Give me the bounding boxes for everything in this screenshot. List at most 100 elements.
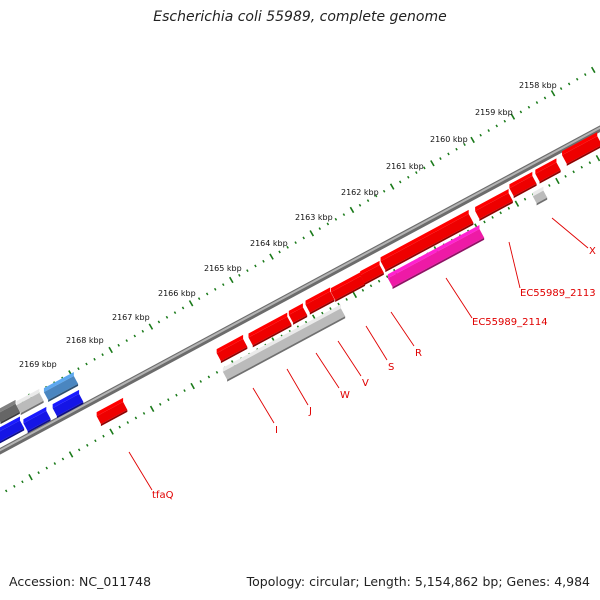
scale-tick [197, 297, 201, 301]
scale-tick [77, 448, 81, 452]
scale-tick [361, 288, 365, 292]
scale-tick [523, 197, 527, 201]
gene-block [305, 287, 335, 315]
scale-tick [68, 451, 74, 458]
gene-block [52, 389, 84, 419]
gene-label-leaders [128, 217, 589, 491]
scale-tick [349, 206, 355, 214]
gene-block [96, 397, 128, 427]
scale-tick [382, 189, 386, 193]
label-leader-line [508, 241, 521, 289]
scale-tick [377, 279, 381, 283]
scale-tick [318, 227, 322, 231]
scale-tick [142, 411, 146, 415]
scale-tick [398, 180, 402, 184]
gene-block [216, 334, 248, 364]
scale-tick [262, 259, 265, 263]
scale-tick [514, 200, 520, 207]
scale-tick [369, 284, 373, 288]
scale-tick [117, 343, 120, 347]
scale-tick [548, 184, 551, 187]
scale-label: 2158 kbp [519, 81, 557, 90]
scale-tick [483, 220, 486, 224]
gene-block [23, 406, 51, 434]
scale-tick [133, 334, 137, 338]
scale-tick [345, 298, 348, 301]
gene-block [535, 158, 561, 184]
scale-tick [207, 375, 211, 379]
scale-tick [588, 161, 592, 165]
scale-tick [101, 353, 104, 357]
scale-tick [352, 291, 358, 299]
scale-tick [415, 171, 418, 175]
scale-tick [575, 77, 579, 81]
gene-label: J [308, 406, 312, 417]
gene-block [360, 260, 384, 286]
scale-tick [385, 275, 389, 279]
gene-block [0, 416, 25, 444]
scale-tick [190, 382, 195, 390]
label-leader-line [315, 352, 340, 389]
scale-tick [527, 105, 531, 109]
scale-tick [158, 402, 162, 406]
label-leader-line [390, 311, 415, 347]
scale-tick [510, 113, 516, 120]
scale-tick [366, 199, 370, 203]
scale-tick [439, 157, 442, 161]
scale-tick [595, 154, 600, 162]
scale-tick [495, 124, 499, 128]
accession-text: Accession: NC_011748 [9, 574, 152, 589]
scale-tick [141, 329, 145, 333]
scale-tick [583, 73, 587, 76]
scale-label: 2160 kbp [430, 135, 468, 144]
scale-label: 2159 kbp [475, 108, 513, 117]
scale-label: 2162 kbp [341, 188, 379, 197]
scale-tick [309, 230, 315, 237]
outer-scale-ring [4, 66, 596, 413]
scale-tick [45, 466, 48, 470]
scale-tick [86, 443, 89, 447]
scale-label: 2161 kbp [386, 162, 424, 171]
scale-tick [109, 428, 114, 435]
scale-tick [165, 315, 169, 319]
scale-tick [94, 439, 97, 443]
gene-label: W [340, 390, 350, 401]
scale-tick [550, 90, 556, 97]
scale-tick [85, 362, 88, 366]
scale-tick [125, 339, 128, 343]
scale-tick [580, 165, 584, 169]
scale-tick [559, 87, 563, 90]
scale-tick [535, 101, 539, 104]
scale-tick [205, 292, 209, 296]
scale-label: 2165 kbp [204, 264, 242, 273]
scale-tick [294, 241, 297, 245]
scale-tick [507, 206, 511, 210]
scale-label: 2163 kbp [295, 213, 333, 222]
scale-tick [286, 245, 289, 249]
scale-tick [108, 346, 113, 354]
gene-block [288, 303, 308, 325]
scale-label: 2167 kbp [112, 313, 150, 322]
scale-tick [567, 82, 571, 86]
scale-tick [321, 311, 324, 315]
gene-block [330, 271, 366, 303]
scale-tick [93, 357, 96, 361]
scale-tick [358, 203, 362, 207]
label-leader-line [337, 340, 362, 377]
scale-tick [118, 425, 121, 429]
scale-label: 2169 kbp [19, 360, 57, 369]
label-leader-line [445, 277, 473, 319]
scale-tick [334, 217, 338, 221]
scale-tick [503, 119, 507, 123]
scale-tick [254, 264, 257, 268]
scale-tick [302, 236, 305, 240]
genome-summary-text: Topology: circular; Length: 5,154,862 bp… [246, 574, 590, 589]
scale-label: 2164 kbp [250, 239, 288, 248]
gene-label: X [589, 246, 596, 257]
scale-tick [470, 136, 475, 144]
scale-tick [157, 320, 161, 324]
gene-label: EC55989_2113 [520, 288, 596, 299]
